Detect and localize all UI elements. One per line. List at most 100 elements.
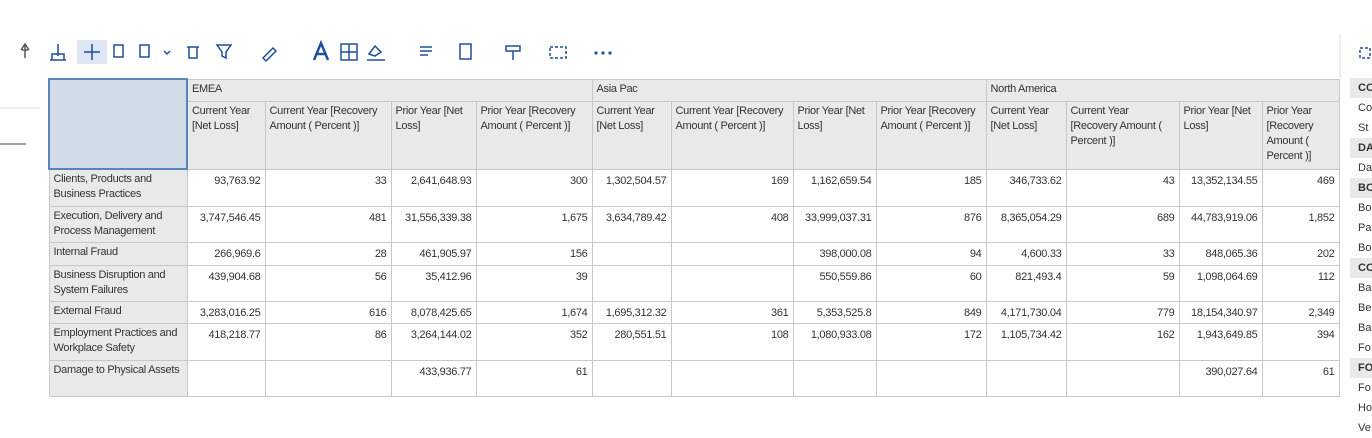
cell: 108	[670, 322, 794, 361]
cell: 5,353,525.8	[792, 300, 877, 324]
column-header: Prior Year [Recovery Amount ( Percent )]	[1261, 100, 1340, 170]
panel-item: Ba	[1358, 282, 1372, 294]
column-header: Current Year [Recovery Amount ( Percent …	[264, 100, 392, 170]
panel-item: St	[1358, 122, 1369, 134]
panel-icon[interactable]	[1359, 47, 1371, 59]
cell	[792, 359, 877, 397]
summary-icon[interactable]	[459, 43, 472, 60]
cell: 33	[264, 168, 392, 207]
cell: 61	[1261, 359, 1340, 397]
font-icon[interactable]	[312, 39, 330, 61]
column-header: Prior Year [Net Loss]	[792, 100, 877, 170]
cell: 821,493.4	[985, 264, 1067, 302]
cell	[591, 264, 672, 302]
cell: 1,695,312.32	[591, 300, 672, 324]
cell: 461,905.97	[390, 241, 477, 266]
region-header: North America	[985, 78, 1340, 102]
cell: 1,302,504.57	[591, 168, 672, 207]
cell: 280,551.51	[591, 322, 672, 361]
cell: 352	[475, 322, 593, 361]
cell: 28	[264, 241, 392, 266]
column-header: Current Year [Net Loss]	[985, 100, 1067, 170]
data-row: External Fraud 3,283,016.25 616 8,078,425.6…	[48, 300, 1340, 324]
cell: 1,943,649.85	[1178, 322, 1263, 361]
cell: 1,674	[475, 300, 593, 324]
row-header: Business Disruption and System Failures	[48, 264, 188, 302]
cell: 35,412.96	[390, 264, 477, 302]
cell	[985, 359, 1067, 397]
cell: 8,365,054.29	[985, 205, 1067, 243]
cell: 1,105,734.42	[985, 322, 1067, 361]
cell: 1,852	[1261, 205, 1340, 243]
cell: 43	[1065, 168, 1180, 207]
cell: 162	[1065, 322, 1180, 361]
pivot-icon[interactable]	[84, 44, 100, 60]
cell: 481	[264, 205, 392, 243]
cell: 408	[670, 205, 794, 243]
cell: 39	[475, 264, 593, 302]
copy-icon[interactable]	[113, 44, 124, 58]
toolbar	[20, 34, 1371, 78]
paste-icon[interactable]	[139, 44, 150, 58]
panel-item: Fo	[1358, 342, 1371, 354]
cell: 3,747,546.45	[186, 205, 266, 243]
column-header: Current Year [Recovery Amount ( Percent …	[1065, 100, 1180, 170]
select-icon[interactable]	[549, 46, 567, 59]
header-row: EMEA Asia Pac North America	[48, 78, 1340, 170]
section-heading: FO	[1350, 358, 1372, 378]
row-header: Clients, Products and Business Practices	[48, 168, 188, 207]
cell: 1,080,933.08	[792, 322, 877, 361]
cell: 398,000.08	[792, 241, 877, 266]
cell: 61	[475, 359, 593, 397]
cell	[670, 264, 794, 302]
panel-item: Ho	[1358, 402, 1372, 414]
panel-item: Ba	[1358, 322, 1372, 334]
section-heading: CO	[1350, 258, 1372, 278]
panel-item: Bo	[1358, 242, 1372, 254]
column-header: Current Year [Net Loss]	[186, 100, 266, 170]
cell: 93,763.92	[186, 168, 266, 207]
column-header: Prior Year [Recovery Amount ( Percent )]	[875, 100, 987, 170]
panel-item: Be	[1358, 302, 1372, 314]
dropper-icon[interactable]	[261, 46, 278, 63]
format-icon[interactable]	[420, 46, 432, 56]
panel-item: Ve	[1358, 422, 1371, 434]
cell	[264, 359, 392, 397]
row-header: External Fraud	[48, 300, 188, 324]
cell: 169	[670, 168, 794, 207]
cell: 433,936.77	[390, 359, 477, 397]
cell: 361	[670, 300, 794, 324]
cell	[1065, 359, 1180, 397]
cell: 849	[875, 300, 987, 324]
cell	[670, 241, 794, 266]
cell: 779	[1065, 300, 1180, 324]
left-rule	[0, 107, 40, 145]
cell: 1,098,064.69	[1178, 264, 1263, 302]
cell: 1,675	[475, 205, 593, 243]
column-header: Prior Year [Net Loss]	[1178, 100, 1263, 170]
panel-item: Bo	[1358, 202, 1372, 214]
section-heading: CO	[1350, 78, 1372, 98]
cell: 33	[1065, 241, 1180, 266]
cell: 31,556,339.38	[390, 205, 477, 243]
cell	[591, 241, 672, 266]
delete-icon[interactable]	[187, 46, 199, 59]
cell	[186, 359, 266, 397]
borders-grid	[341, 44, 357, 60]
row-header: Internal Fraud	[48, 241, 188, 266]
data-row: Business Disruption and System Failures 4…	[48, 264, 1340, 302]
panel-item: Da	[1358, 162, 1372, 174]
cell: 86	[264, 322, 392, 361]
row-header: Employment Practices and Workplace Safet…	[48, 322, 188, 361]
dropdown[interactable]	[163, 50, 171, 56]
freeze-icon[interactable]	[505, 45, 521, 60]
cell: 266,969.6	[186, 241, 266, 266]
cell: 172	[875, 322, 987, 361]
cell: 2,641,648.93	[390, 168, 477, 207]
cell: 300	[475, 168, 593, 207]
fill-icon[interactable]	[367, 44, 385, 61]
filter-icon[interactable]	[215, 44, 233, 60]
column-header: Prior Year [Net Loss]	[390, 100, 477, 170]
header-row: Current Year [Net Loss] Current Year [Rec…	[49, 100, 1340, 170]
cell	[875, 359, 987, 397]
